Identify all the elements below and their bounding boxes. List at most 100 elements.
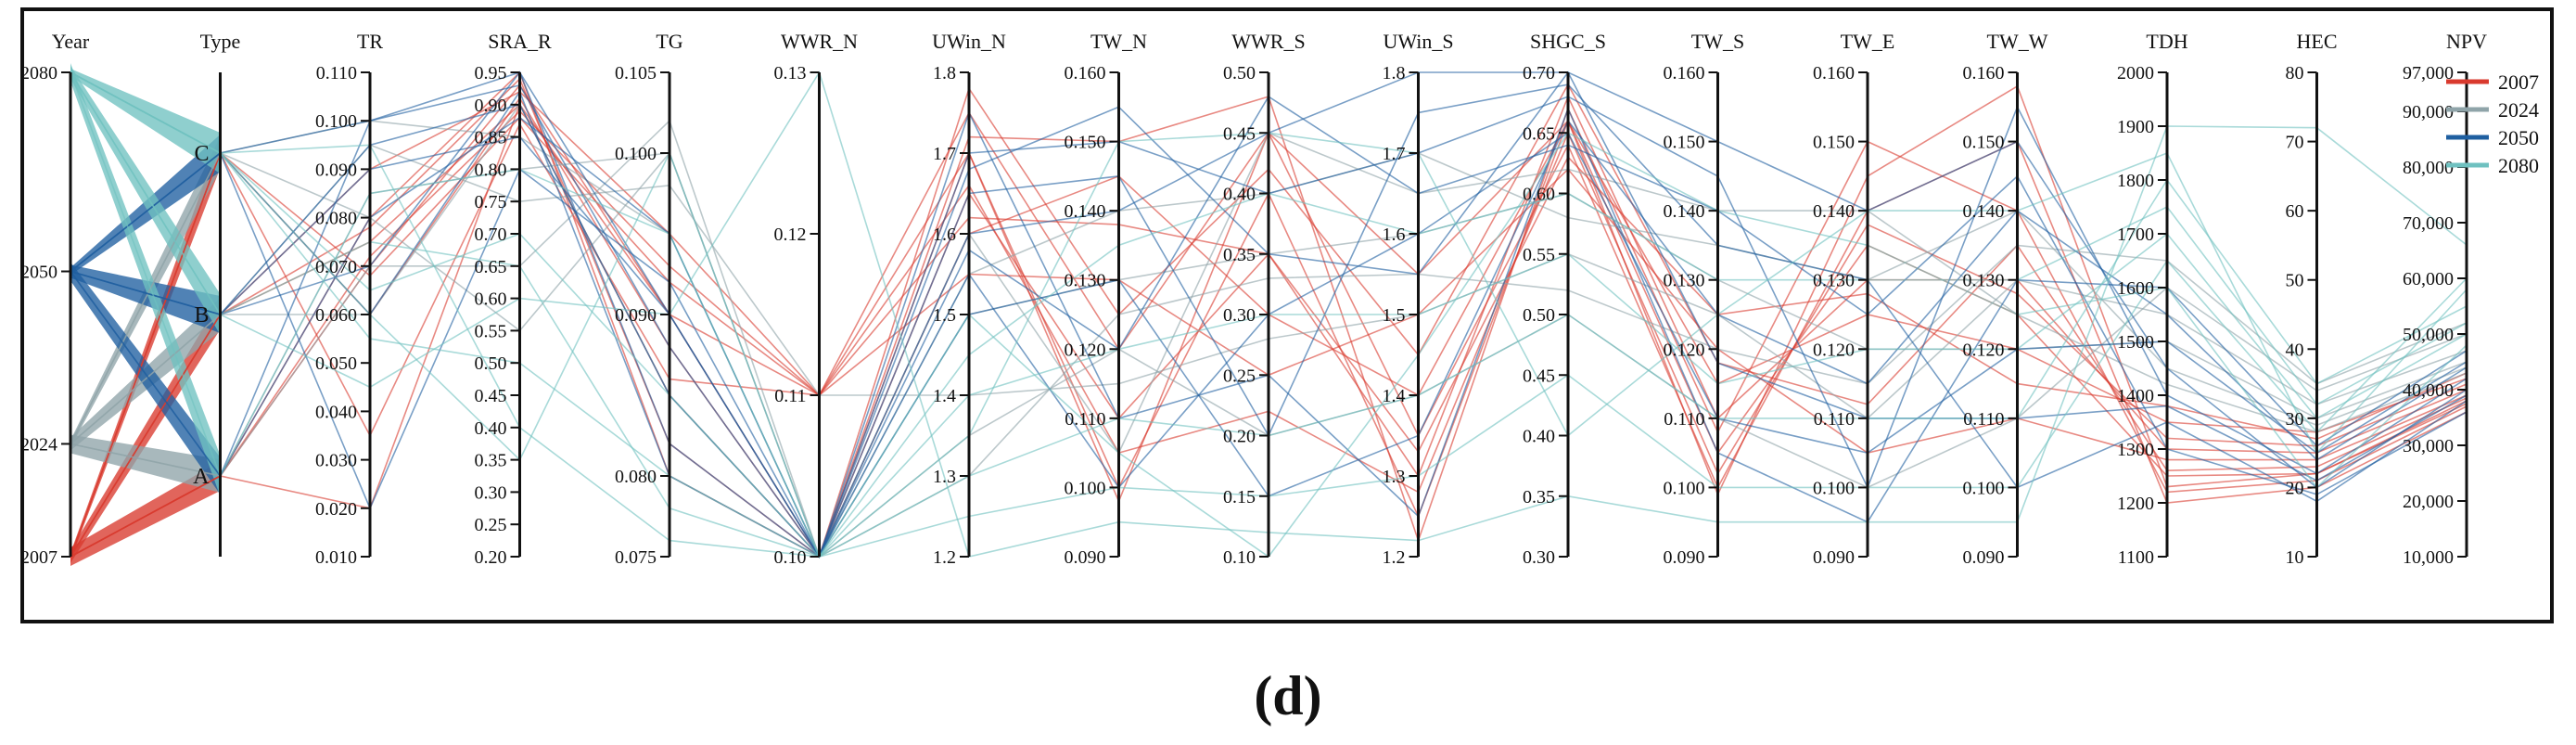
axis-year: Year 2080 2050 2024 2007 (20, 30, 90, 568)
tick-label-tw-n-0-100: 0.100 (1065, 478, 1106, 498)
axis-title-tw-s: TW_S (1691, 30, 1744, 53)
tick-label-tw-s-0-140: 0.140 (1664, 201, 1705, 222)
tick-label-wwr-s-0-35: 0.35 (1223, 245, 1256, 265)
tick-label-tw-s-0-160: 0.160 (1664, 63, 1705, 83)
axis-type: Type C B A (193, 30, 240, 557)
tick-label-shgc-s-0-30: 0.30 (1523, 547, 1555, 568)
tick-label-hec-10: 10 (2286, 547, 2304, 568)
tick-label-sra-r-0-45: 0.45 (475, 386, 507, 406)
tick-label-hec-30: 30 (2286, 409, 2304, 430)
tick-label-sra-r-0-75: 0.75 (475, 192, 507, 212)
tick-label-shgc-s-0-45: 0.45 (1523, 366, 1555, 386)
tick-label-tw-n-0-110: 0.110 (1065, 409, 1105, 430)
tick-label-uwin-s-1-3: 1.3 (1383, 467, 1406, 487)
tick-label-tg-0-075: 0.075 (615, 547, 657, 568)
tick-label-sra-r-0-35: 0.35 (475, 451, 507, 471)
legend-label-2080: 2080 (2498, 154, 2539, 177)
tick-label-uwin-n-1-4: 1.4 (933, 386, 956, 406)
tick-label-tdh-1800: 1800 (2117, 171, 2154, 191)
tick-label-npv-80-000: 80,000 (2403, 158, 2454, 178)
tick-label-wwr-n-0-10: 0.10 (774, 547, 807, 568)
axis-wwr-s: WWR_S 0.50 0.45 0.40 0.35 0.30 0.25 0.20 0.15 0.1… (1223, 30, 1306, 568)
tick-label-type-b: B (194, 303, 209, 328)
tick-label-wwr-n-0-13: 0.13 (774, 63, 807, 83)
tick-label-sra-r-0-25: 0.25 (475, 515, 507, 535)
tick-label-tw-n-0-090: 0.090 (1065, 547, 1106, 568)
tick-label-tw-e-0-090: 0.090 (1813, 547, 1855, 568)
tick-label-hec-70: 70 (2286, 133, 2304, 153)
tick-label-wwr-n-0-12: 0.12 (774, 225, 807, 245)
tick-label-uwin-n-1-5: 1.5 (933, 305, 956, 326)
axis-title-tw-n: TW_N (1090, 30, 1147, 53)
tick-label-npv-20-000: 20,000 (2403, 492, 2454, 512)
tick-label-hec-50: 50 (2286, 271, 2304, 291)
tick-label-uwin-n-1-3: 1.3 (933, 467, 956, 487)
tick-label-tw-s-0-130: 0.130 (1664, 271, 1705, 291)
tick-label-npv-90-000: 90,000 (2403, 102, 2454, 122)
axis-title-hec: HEC (2297, 30, 2338, 53)
tick-label-tdh-1500: 1500 (2117, 332, 2154, 353)
axis-title-uwin-n: UWin_N (932, 30, 1006, 53)
axis-title-tg: TG (656, 30, 682, 53)
tick-label-uwin-s-1-2: 1.2 (1383, 547, 1406, 568)
axis-tg: TG 0.105 0.100 0.090 0.080 0.075 (615, 30, 683, 568)
tick-label-tw-e-0-100: 0.100 (1813, 478, 1855, 498)
tick-label-wwr-s-0-10: 0.10 (1223, 547, 1256, 568)
tick-label-npv-70-000: 70,000 (2403, 213, 2454, 234)
axis-tr: TR0.110 0.100 0.090 0.080 0.070 0.060 0.050 0.0… (315, 30, 383, 568)
tick-label-tr-0-070: 0.070 (315, 257, 357, 277)
tick-label-shgc-s-0-35: 0.35 (1523, 487, 1555, 507)
tick-label-uwin-s-1-7: 1.7 (1383, 144, 1406, 164)
tick-label-sra-r-0-30: 0.30 (475, 482, 507, 503)
axes: Year2080205020242007TypeCBATR0.1100.1000… (20, 30, 2487, 568)
axis-tw-n: TW_N 0.160 0.150 0.140 0.130 0.120 0.110 0.100 0… (1065, 30, 1148, 568)
axis-title-shgc-s: SHGC_S (1530, 30, 1606, 53)
tick-label-year-2080: 2080 (20, 63, 57, 83)
tick-label-tw-n-0-130: 0.130 (1065, 271, 1106, 291)
axis-tdh: TDH 2000 1900 1800 1700 1600 1500 1400 1300 1200 1… (2117, 30, 2188, 568)
tick-label-tr-0-040: 0.040 (315, 402, 357, 422)
tick-label-tdh-1200: 1200 (2117, 494, 2154, 514)
tick-label-sra-r-0-65: 0.65 (475, 257, 507, 277)
tick-label-sra-r-0-20: 0.20 (475, 547, 507, 568)
tick-label-uwin-s-1-8: 1.8 (1383, 63, 1406, 83)
tick-label-uwin-n-1-6: 1.6 (933, 225, 956, 245)
axis-title-type: Type (200, 30, 241, 53)
tick-label-npv-50-000: 50,000 (2403, 325, 2454, 345)
axis-title-tr: TR (357, 30, 383, 53)
tick-label-type-c: C (194, 142, 209, 166)
tick-label-tw-w-0-100: 0.100 (1963, 478, 2005, 498)
tick-label-npv-10-000: 10,000 (2403, 547, 2454, 568)
tick-label-tw-w-0-110: 0.110 (1963, 409, 2004, 430)
tick-label-tw-w-0-130: 0.130 (1963, 271, 2005, 291)
tick-label-wwr-s-0-30: 0.30 (1223, 305, 1256, 326)
axis-title-npv: NPV (2446, 30, 2487, 53)
tick-label-tw-n-0-150: 0.150 (1065, 133, 1106, 153)
tick-label-tw-n-0-160: 0.160 (1065, 63, 1106, 83)
tick-label-tw-w-0-120: 0.120 (1963, 340, 2005, 360)
axis-title-tw-w: TW_W (1987, 30, 2048, 53)
tick-label-sra-r-0-70: 0.70 (475, 225, 507, 245)
tick-label-tw-e-0-110: 0.110 (1814, 409, 1855, 430)
panel-caption: (d) (1254, 665, 1321, 726)
tick-label-hec-60: 60 (2286, 201, 2304, 222)
tick-label-sra-r-0-55: 0.55 (475, 321, 507, 341)
fan-band-2080-type-3 (70, 69, 221, 173)
axis-tw-e: TW_E 0.160 0.150 0.140 0.130 0.120 0.110 0.100 0… (1813, 30, 1894, 568)
axis-uwin-s: UWin_S 1.8 1.7 1.6 1.5 1.4 1.3 1.2 (1383, 30, 1454, 568)
tick-label-sra-r-0-80: 0.80 (475, 160, 507, 180)
axis-title-sra-r: SRA_R (488, 30, 552, 53)
tick-label-uwin-n-1-2: 1.2 (933, 547, 956, 568)
tick-label-tw-n-0-120: 0.120 (1065, 340, 1106, 360)
tick-label-tr-0-030: 0.030 (315, 451, 357, 471)
tick-label-tdh-1600: 1600 (2117, 278, 2154, 299)
axis-title-tw-e: TW_E (1841, 30, 1895, 53)
tick-label-tg-0-105: 0.105 (615, 63, 657, 83)
tick-label-sra-r-0-60: 0.60 (475, 289, 507, 310)
axis-sra-r: SRA_R 0.95 0.90 0.85 0.80 0.75 0.70 0.65 0.60 0.5… (475, 30, 553, 568)
axis-title-year: Year (52, 30, 90, 53)
tick-label-tw-s-0-120: 0.120 (1664, 340, 1705, 360)
legend-label-2024: 2024 (2498, 98, 2539, 122)
